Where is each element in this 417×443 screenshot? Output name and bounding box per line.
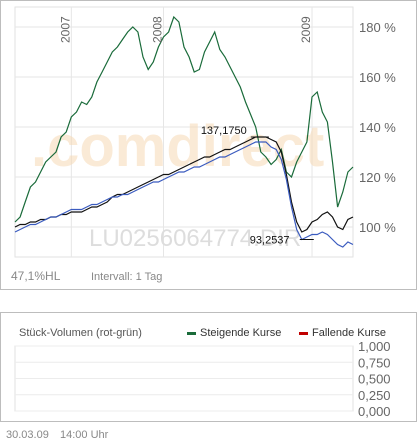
volume-tick-label: 0,250 — [358, 388, 391, 403]
volume-tick-label: 0,000 — [358, 404, 391, 419]
x-tick-label: 2008 — [151, 16, 165, 43]
fund-line — [14, 15, 354, 223]
index-line — [14, 136, 354, 233]
price-chart: .comdirect LU0256064774.DIR 137,1750 93,2… — [14, 6, 396, 258]
interval-label: Intervall: 1 Tag — [91, 271, 163, 283]
performance-label: 47,1%HL — [11, 269, 61, 283]
plot-frame — [14, 6, 354, 258]
watermark-logo: .comdirect — [31, 114, 324, 179]
low-value-label: 93,2537 — [250, 235, 290, 247]
benchmark-line — [14, 141, 354, 248]
y-tick-label: 120 % — [359, 170, 396, 185]
footer-date: 30.03.09 — [6, 429, 49, 441]
y-tick-label: 180 % — [359, 20, 396, 35]
isin-watermark: LU0256064774.DIR — [89, 225, 301, 252]
volume-chart-panel: Stück-Volumen (rot-grün) Steigende Kurse… — [0, 312, 417, 422]
volume-title: Stück-Volumen (rot-grün) — [19, 327, 142, 339]
falling-swatch-icon — [299, 331, 308, 335]
volume-tick-label: 0,750 — [358, 355, 391, 370]
x-tick-label: 2007 — [58, 16, 72, 43]
y-tick-label: 160 % — [359, 70, 396, 85]
legend-rising: Steigende Kurse — [187, 327, 281, 339]
high-value-label: 137,1750 — [201, 125, 247, 137]
rising-swatch-icon — [187, 331, 196, 335]
y-tick-label: 140 % — [359, 120, 396, 135]
price-chart-panel: .comdirect LU0256064774.DIR 137,1750 93,2… — [0, 0, 417, 290]
legend-falling: Fallende Kurse — [299, 327, 386, 339]
y-tick-label: 100 % — [359, 220, 396, 235]
footer-time: 14:00 Uhr — [60, 429, 109, 441]
volume-tick-label: 1,000 — [358, 339, 391, 354]
volume-tick-label: 0,500 — [358, 372, 391, 387]
x-tick-label: 2009 — [299, 16, 313, 43]
